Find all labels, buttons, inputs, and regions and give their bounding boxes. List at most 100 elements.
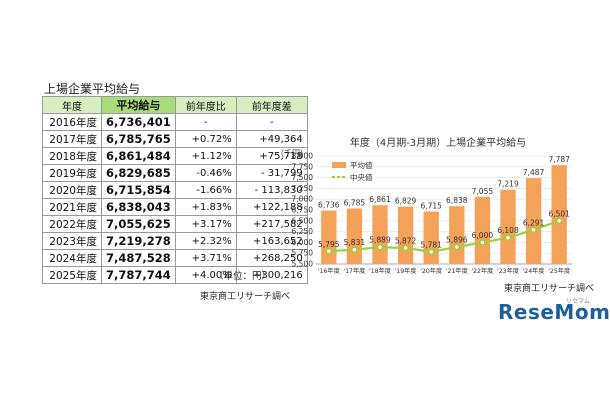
- median-value-label: 5,896: [446, 235, 468, 244]
- cell-ratio: +3.71%: [174, 249, 237, 267]
- median-value-label: 5,781: [420, 240, 442, 249]
- bar-average: [423, 211, 439, 264]
- y-tick-label: 5,750: [292, 249, 314, 258]
- cell-year: 2018年度: [42, 147, 102, 165]
- header-average-salary: 平均給与: [101, 96, 176, 114]
- table-row: 2025年度 7,787,744 +4.00% +300,216: [42, 266, 308, 284]
- bar-average: [525, 178, 542, 264]
- bar-value-label: 7,055: [472, 187, 494, 196]
- median-value-label: 6,501: [548, 209, 570, 218]
- cell-ratio: +1.12%: [174, 147, 237, 165]
- median-point: [325, 248, 332, 255]
- cell-ratio: +0.72%: [174, 130, 237, 148]
- y-tick-label: 6,750: [292, 206, 314, 215]
- x-tick-label: '18年度: [369, 267, 391, 275]
- x-tick-label: '16年度: [318, 267, 340, 275]
- median-value-label: 5,795: [318, 240, 340, 249]
- median-value-label: 5,872: [395, 236, 417, 245]
- cell-year: 2019年度: [42, 164, 102, 182]
- median-line: [328, 219, 560, 253]
- x-tick-label: '22年度: [471, 267, 493, 275]
- cell-year: 2023年度: [42, 232, 102, 250]
- median-point: [428, 248, 435, 255]
- median-point: [453, 243, 460, 250]
- median-point: [376, 244, 384, 251]
- legend-label-average: 平均値: [350, 160, 373, 170]
- x-tick-label: '17年度: [343, 267, 365, 275]
- bar-value-label: 6,829: [395, 197, 417, 206]
- bar-average: [551, 165, 567, 264]
- table-row: 2020年度 6,715,854 -1.66% - 113,830: [42, 181, 308, 199]
- median-value-label: 6,108: [497, 226, 519, 235]
- cell-avg: 6,861,484: [101, 147, 176, 165]
- cell-ratio: -: [174, 113, 237, 131]
- y-tick-label: 6,000: [292, 238, 314, 247]
- y-tick-label: 7,500: [292, 173, 314, 182]
- header-yoy-ratio: 前年度比: [174, 96, 237, 114]
- median-point: [402, 244, 409, 252]
- cell-avg: 6,785,765: [101, 130, 176, 148]
- bar-value-label: 6,715: [420, 202, 442, 211]
- cell-year: 2021年度: [42, 198, 102, 216]
- median-value-label: 5,889: [369, 236, 391, 245]
- cell-year: 2024年度: [42, 249, 102, 267]
- table-source: 東京商工リサーチ調べ: [200, 292, 291, 302]
- cell-ratio: +3.17%: [174, 215, 237, 233]
- y-tick-label: 7,750: [292, 162, 314, 171]
- y-tick-label: 7,250: [292, 184, 314, 193]
- cell-diff: +300,216: [235, 266, 308, 284]
- x-tick-label: '21年度: [446, 267, 468, 275]
- y-tick-label: 6,250: [292, 227, 314, 236]
- table-title: 上場企業平均給与: [44, 82, 141, 96]
- bar-average: [372, 205, 388, 264]
- bar-average: [346, 208, 363, 264]
- x-tick-label: '25年度: [548, 267, 570, 275]
- cell-avg: 7,219,278: [101, 232, 176, 250]
- y-tick-label: 5,500: [292, 260, 314, 269]
- y-tick-label: 8,000: [292, 152, 314, 161]
- median-value-label: 5,831: [344, 238, 366, 247]
- salary-table: 年度 平均給与 前年度比 前年度差 2016年度 6,736,401- -2017年…: [42, 96, 308, 284]
- cell-ratio: +2.32%: [174, 232, 237, 250]
- median-point: [530, 226, 537, 233]
- cell-ratio: -0.46%: [174, 164, 237, 182]
- table-row: 2021年度 6,838,043 +1.83% +122,188: [42, 198, 308, 216]
- header-yoy-diff: 前年度差: [235, 96, 308, 114]
- median-point: [351, 246, 358, 253]
- table-row: 2019年度 6,829,685 -0.46% - 31,799: [42, 164, 308, 182]
- unit-note: （単位：円）: [214, 271, 272, 282]
- cell-avg: 6,736,401: [101, 113, 176, 131]
- table-header-row: 年度 平均給与 前年度比 前年度差: [42, 96, 308, 114]
- cell-year: 2020年度: [42, 181, 102, 199]
- bar-average: [397, 206, 414, 264]
- median-point: [504, 234, 512, 241]
- cell-avg: 6,715,854: [101, 181, 176, 199]
- legend-label-median: 中央値: [350, 172, 373, 182]
- table-row: 2016年度 6,736,401- -: [42, 113, 308, 131]
- table-row: 2023年度 7,219,278 +2.32% +163,652: [42, 232, 308, 250]
- table-row: 2024年度 7,487,528 +3.71% +268,250: [42, 249, 308, 267]
- cell-avg: 7,787,744: [101, 266, 176, 284]
- chart-source: 東京商工リサーチ調べ: [504, 284, 595, 294]
- bar-value-label: 6,736: [318, 201, 340, 210]
- median-value-label: 6,000: [472, 231, 494, 240]
- bar-value-label: 6,861: [369, 195, 391, 204]
- resemom-logo-sub: リセマム: [566, 298, 591, 305]
- chart-title: 年度（4月期-3月期）上場企業平均給与: [350, 136, 526, 149]
- header-year: 年度: [42, 96, 102, 114]
- bar-value-label: 7,787: [548, 155, 570, 164]
- cell-year: 2016年度: [42, 113, 102, 131]
- bar-average: [474, 196, 491, 264]
- median-value-label: 6,291: [523, 218, 545, 227]
- cell-year: 2022年度: [42, 215, 102, 233]
- x-tick-label: '19年度: [395, 267, 417, 275]
- bar-average: [500, 189, 516, 264]
- median-point: [479, 239, 486, 246]
- y-tick-label: 6,500: [292, 216, 314, 225]
- y-tick-label: 7,000: [292, 195, 314, 204]
- bar-value-label: 6,785: [344, 198, 366, 207]
- cell-avg: 7,055,625: [101, 215, 176, 233]
- bar-value-label: 6,838: [446, 196, 468, 205]
- x-tick-label: '24年度: [523, 267, 545, 275]
